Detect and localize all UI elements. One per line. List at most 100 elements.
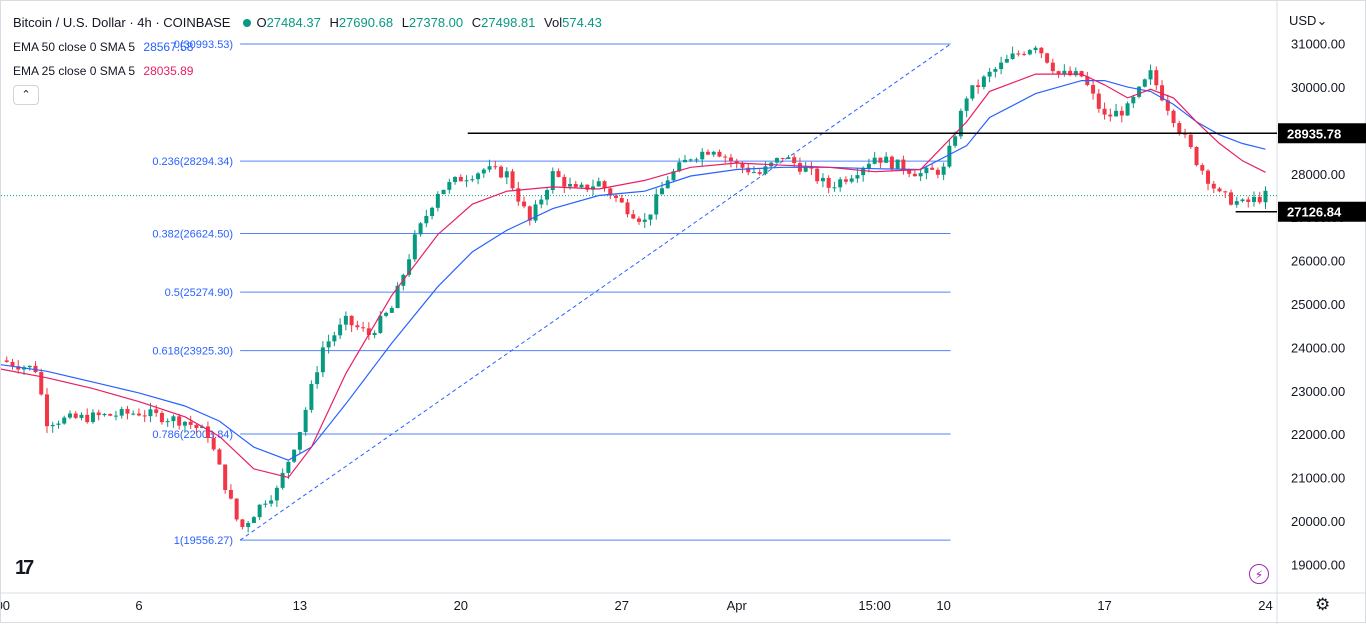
candle-body xyxy=(792,157,797,164)
candle-body xyxy=(1045,53,1050,63)
candle-body xyxy=(228,490,233,499)
candle-body xyxy=(395,285,400,309)
candle-body xyxy=(39,372,44,395)
candle-body xyxy=(780,157,785,159)
candle-body xyxy=(930,167,935,170)
candle-body xyxy=(705,151,710,155)
currency-selector[interactable]: USD⌄ xyxy=(1289,13,1327,29)
fib-level-label: 0.382(26624.50) xyxy=(152,229,233,241)
candle-body xyxy=(90,412,95,423)
candle-body xyxy=(50,424,55,427)
candle-body xyxy=(1154,70,1159,86)
candle-body xyxy=(205,426,210,439)
candle-body xyxy=(223,464,228,491)
candle-body xyxy=(159,412,164,423)
candle-body xyxy=(912,173,917,177)
tradingview-logo-icon[interactable]: 17 xyxy=(15,557,34,579)
price-tick-label: 28000.00 xyxy=(1291,167,1345,182)
collapse-legend-button[interactable]: ⌃ xyxy=(13,85,39,105)
candle-body xyxy=(757,172,762,174)
candle-body xyxy=(16,366,21,370)
candle-body xyxy=(1177,123,1182,133)
candle-body xyxy=(872,157,877,164)
candle-body xyxy=(740,163,745,168)
candle-body xyxy=(803,167,808,172)
candle-body xyxy=(251,517,256,523)
ema50-label: EMA 50 close 0 SMA 5 xyxy=(13,40,136,54)
high-value: 27690.68 xyxy=(338,15,394,30)
fib-level-label: 0.618(23925.30) xyxy=(152,346,233,358)
candle-body xyxy=(1131,96,1136,104)
candle-body xyxy=(1165,100,1170,111)
candle-body xyxy=(964,98,969,111)
candle-body xyxy=(418,223,423,235)
candle-body xyxy=(1263,190,1268,203)
candle-body xyxy=(1056,71,1061,74)
candle-body xyxy=(257,504,262,518)
candle-body xyxy=(113,415,118,417)
candle-body xyxy=(1010,53,1015,59)
time-tick-label: 27 xyxy=(615,598,629,613)
candle-body xyxy=(280,472,285,488)
candle-body xyxy=(458,176,463,182)
ema50-legend[interactable]: EMA 50 close 0 SMA 5 28567.58 xyxy=(13,40,198,54)
candle-body xyxy=(1062,70,1067,74)
candle-body xyxy=(1016,53,1021,55)
candle-body xyxy=(297,432,302,450)
candle-body xyxy=(619,198,624,203)
candle-body xyxy=(407,259,412,275)
candle-body xyxy=(470,179,475,181)
candle-body xyxy=(987,71,992,77)
candle-body xyxy=(349,315,354,326)
candle-body xyxy=(878,157,883,163)
candle-body xyxy=(372,332,377,336)
ema25-value: 28035.89 xyxy=(143,64,194,78)
candle-body xyxy=(1033,47,1038,51)
candle-body xyxy=(1108,114,1113,117)
price-tick-label: 30000.00 xyxy=(1291,80,1345,95)
candle-body xyxy=(85,414,90,423)
time-tick-label: 15:00 xyxy=(858,598,891,613)
candle-body xyxy=(10,361,15,367)
candle-body xyxy=(464,180,469,182)
candle-body xyxy=(125,408,130,414)
price-tag-box xyxy=(1278,201,1366,222)
candle-body xyxy=(389,308,394,313)
candle-body xyxy=(447,181,452,190)
candle-body xyxy=(412,234,417,260)
candle-body xyxy=(1217,188,1222,192)
candle-body xyxy=(131,413,136,415)
candle-body xyxy=(889,156,894,169)
open-key: O xyxy=(256,15,267,30)
candle-body xyxy=(315,372,320,385)
ema25-legend[interactable]: EMA 25 close 0 SMA 5 28035.89 xyxy=(13,64,198,78)
candle-body xyxy=(1022,53,1027,55)
candle-body xyxy=(303,409,308,433)
close-key: C xyxy=(471,15,482,30)
candle-body xyxy=(361,327,366,329)
candle-body xyxy=(1125,103,1130,116)
candle-body xyxy=(763,166,768,174)
candle-body xyxy=(217,449,222,465)
candle-body xyxy=(435,194,440,208)
time-tick-label: :00 xyxy=(1,598,10,613)
price-tick-label: 26000.00 xyxy=(1291,254,1345,269)
lightning-icon[interactable]: ⚡ xyxy=(1249,564,1269,584)
candle-body xyxy=(1257,196,1262,203)
time-tick-label: 10 xyxy=(936,598,950,613)
candle-body xyxy=(1004,58,1009,63)
price-tick-label: 24000.00 xyxy=(1291,340,1345,355)
time-tick-label: Apr xyxy=(727,598,748,613)
gear-icon[interactable]: ⚙ xyxy=(1315,595,1331,614)
candle-body xyxy=(1211,183,1216,189)
candle-body xyxy=(1240,199,1245,202)
candle-body xyxy=(1223,191,1228,193)
candle-body xyxy=(717,151,722,157)
fib-level-label: 1(19556.27) xyxy=(174,535,233,547)
fib-level-label: 0.786(22003.84) xyxy=(152,429,233,441)
candle-body xyxy=(527,206,532,221)
candle-body xyxy=(4,360,9,362)
symbol-title[interactable]: Bitcoin / U.S. Dollar · 4h · COINBASE xyxy=(13,15,231,30)
